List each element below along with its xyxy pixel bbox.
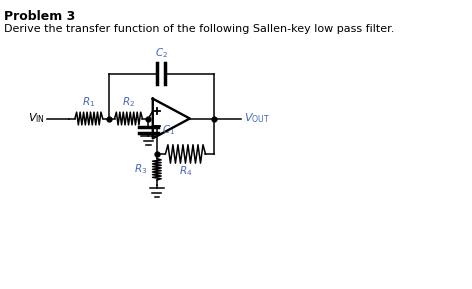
Text: Derive the transfer function of the following Sallen-key low pass filter.: Derive the transfer function of the foll…	[4, 24, 394, 34]
Text: $V_{\rm OUT}$: $V_{\rm OUT}$	[244, 112, 270, 125]
Text: $V_{\rm IN}$: $V_{\rm IN}$	[28, 112, 45, 125]
Text: $R_3$: $R_3$	[134, 162, 147, 176]
Text: Problem 3: Problem 3	[4, 10, 75, 23]
Text: $R_1$: $R_1$	[82, 95, 95, 109]
Text: $C_2$: $C_2$	[155, 47, 168, 60]
Text: $R_2$: $R_2$	[122, 95, 135, 109]
Text: $C_1$: $C_1$	[161, 123, 175, 137]
Text: $R_4$: $R_4$	[179, 164, 192, 178]
